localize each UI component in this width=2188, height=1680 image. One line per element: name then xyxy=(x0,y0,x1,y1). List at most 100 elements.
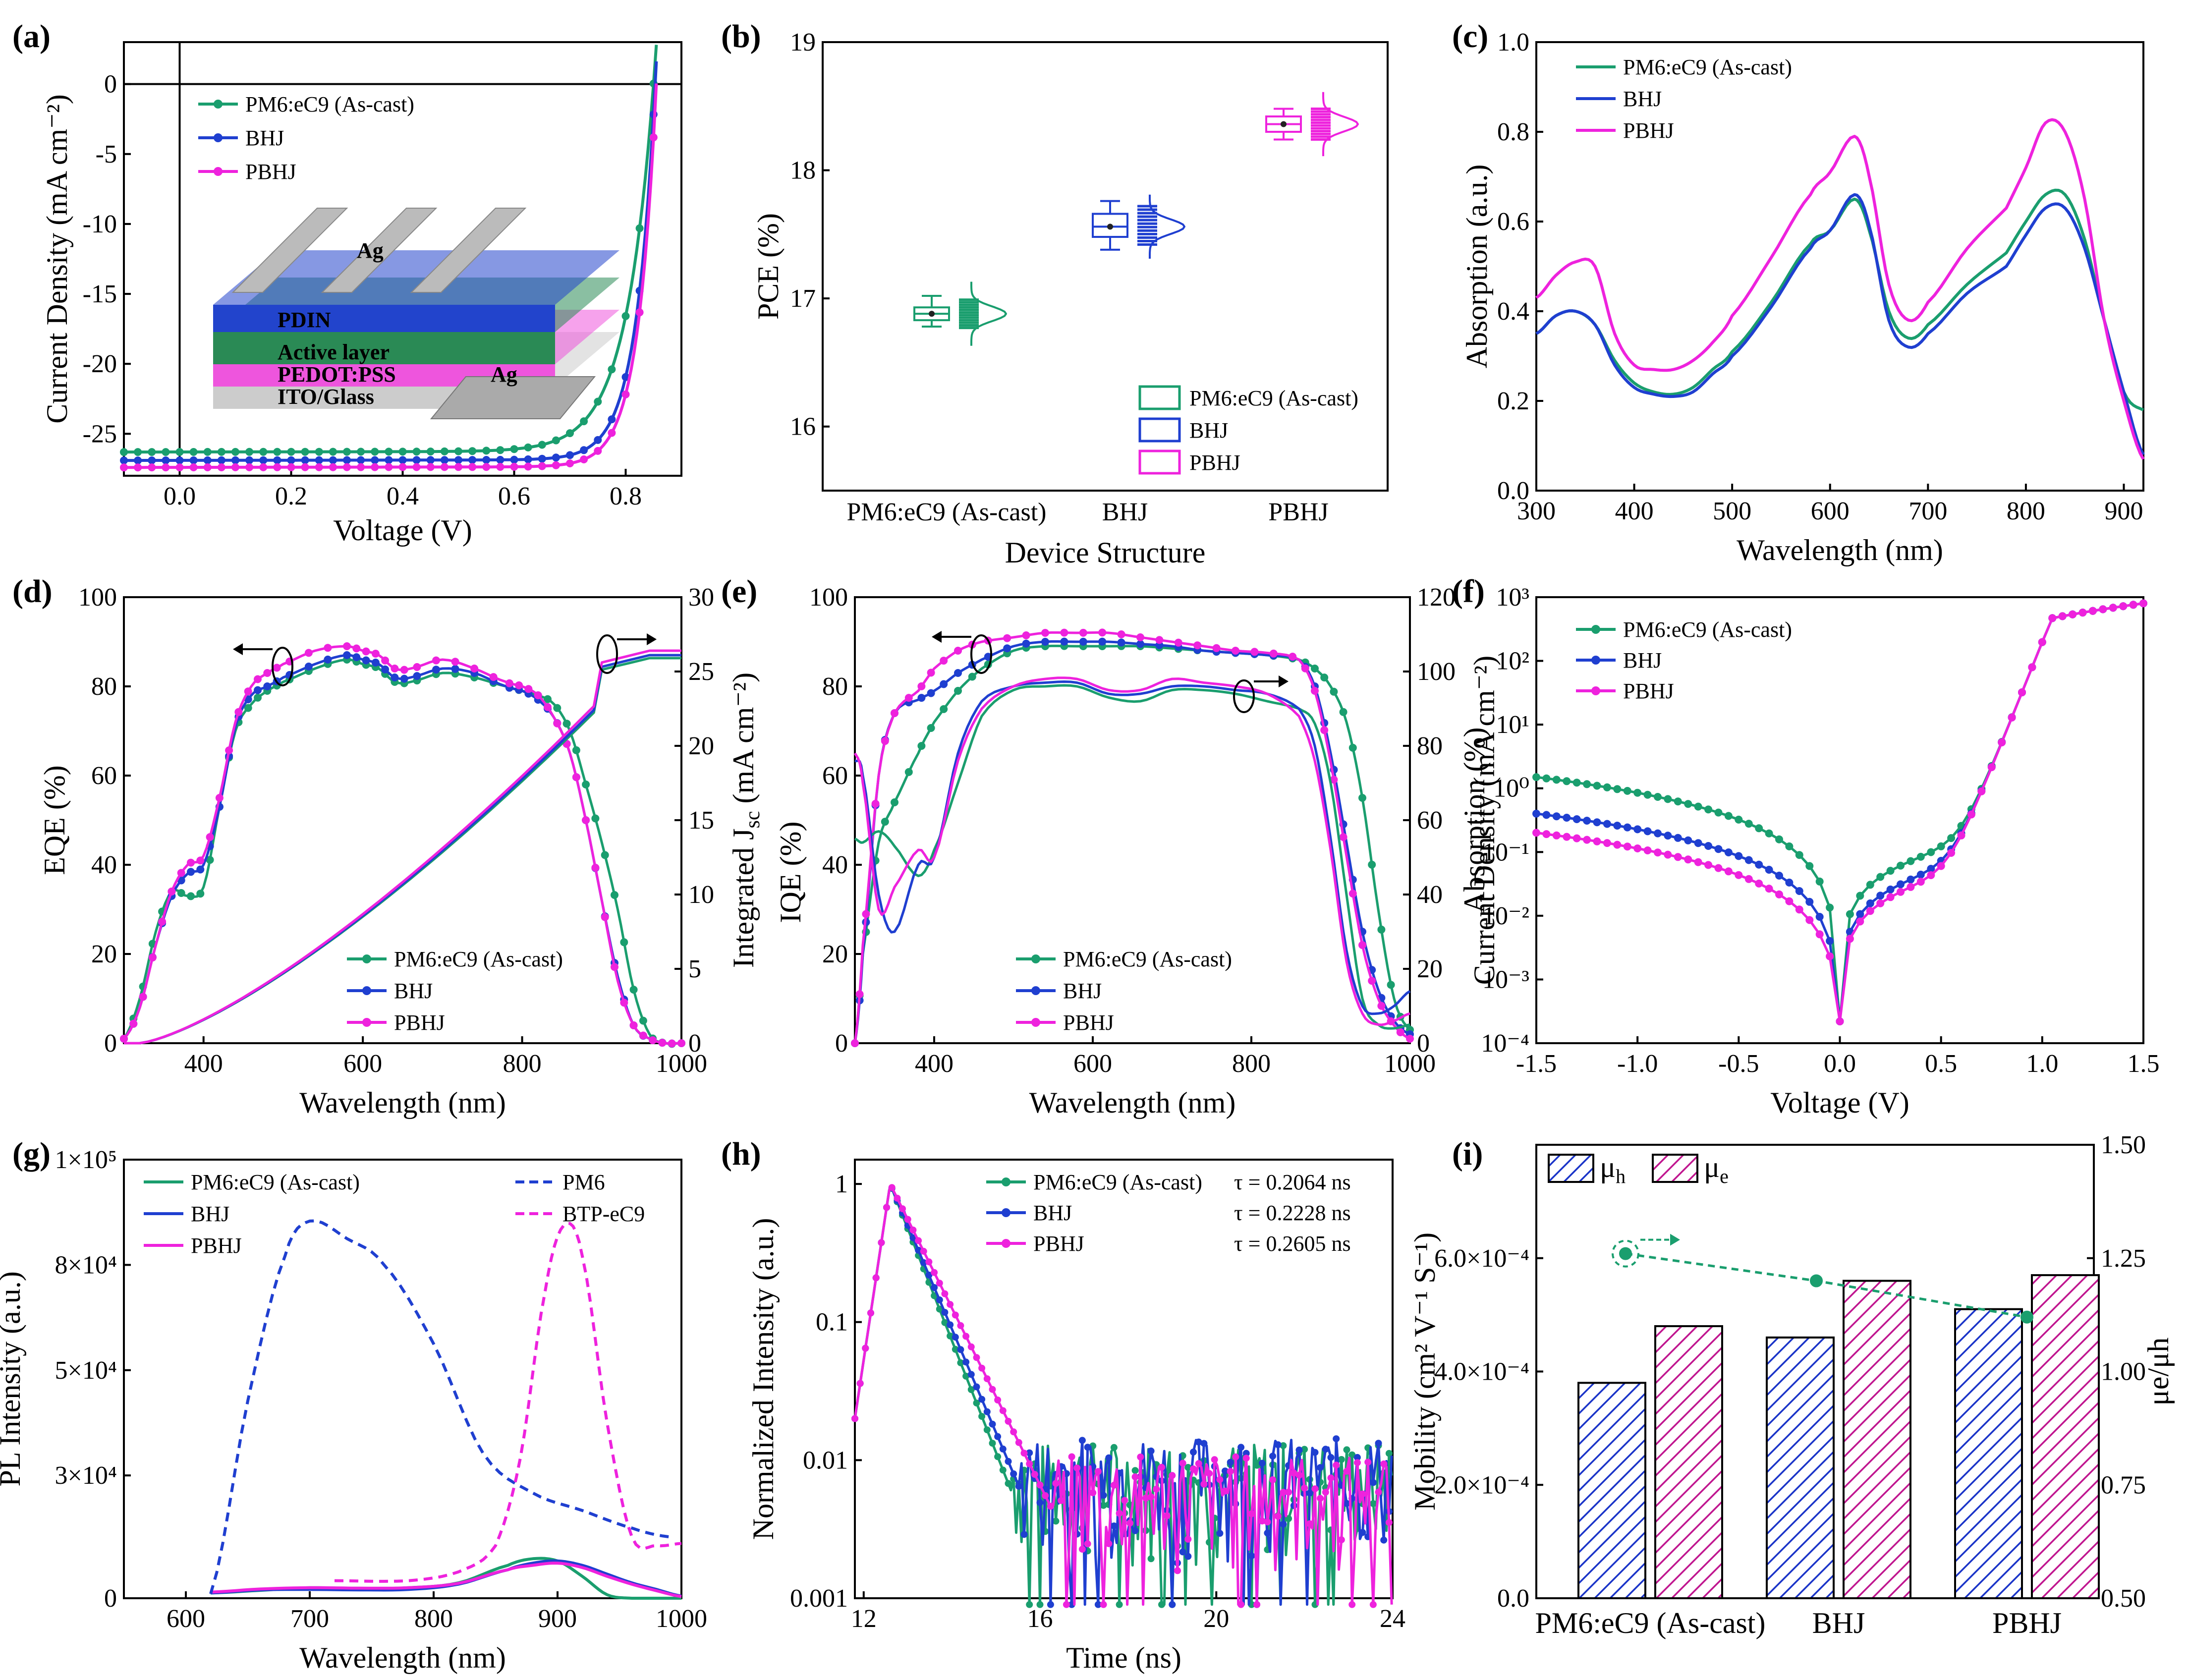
trpl-point xyxy=(1369,1601,1377,1608)
eqe-point xyxy=(400,674,408,683)
jv-point xyxy=(594,436,602,444)
right-arrowhead xyxy=(1279,675,1289,687)
legend-marker xyxy=(1031,1018,1040,1027)
dark-jv-point xyxy=(1714,864,1723,872)
panel-b: (b) 16 17 18 19 PCE (%) Device Structure PM6:eC… xyxy=(721,18,1389,569)
x-tick-label: 600 xyxy=(1073,1050,1112,1078)
y2-tick-label: 40 xyxy=(1417,881,1443,909)
trpl-point xyxy=(1195,1460,1202,1467)
iqe-point xyxy=(881,737,889,745)
trpl-point xyxy=(1274,1512,1282,1520)
y-axis-label: Normalized Intensity (a.u.) xyxy=(747,1218,780,1540)
y-tick-label: 100 xyxy=(78,583,117,612)
jv-point xyxy=(524,443,532,451)
legend-marker xyxy=(362,954,371,963)
ratio-line xyxy=(1625,1252,2027,1319)
trpl-point xyxy=(867,1309,874,1317)
dark-jv-point xyxy=(1927,848,1935,856)
y-axis-label: PCE (%) xyxy=(752,213,785,320)
jv-point xyxy=(398,456,407,464)
iqe-point xyxy=(1358,794,1366,802)
eqe-point xyxy=(187,868,195,876)
dark-jv-point xyxy=(1714,845,1723,853)
dark-jv-point xyxy=(1826,937,1834,945)
legend-sub: e xyxy=(1720,1165,1729,1187)
trpl-point xyxy=(978,1413,986,1420)
axes-frame xyxy=(1535,41,2144,492)
layer-top xyxy=(213,250,619,305)
y-axis-label: EQE (%) xyxy=(38,765,71,875)
trpl-point xyxy=(952,1311,959,1319)
legend-marker xyxy=(1002,1177,1010,1186)
trpl-point xyxy=(1047,1503,1054,1510)
panel-i: (i) 0.0 2.0×10⁻⁴ 4.0×10⁻⁴ 6.0×10⁻⁴ 0.50 0.75 1.… xyxy=(1408,1131,2175,1639)
jv-point xyxy=(538,462,546,470)
layer-front xyxy=(213,332,555,364)
dark-jv-point xyxy=(1866,881,1874,889)
trpl-point xyxy=(888,1184,896,1191)
x-axis-label: Voltage (V) xyxy=(333,514,472,547)
dark-jv-point xyxy=(1866,907,1874,915)
legend-label: PM6:eC9 (As-cast) xyxy=(1623,617,1792,642)
iqe-point xyxy=(1250,648,1259,656)
trpl-point xyxy=(1242,1455,1250,1462)
distribution-curve xyxy=(970,281,1007,346)
dark-jv-point xyxy=(1563,833,1571,841)
jv-point xyxy=(538,454,546,463)
iqe-point xyxy=(1232,647,1239,655)
dark-jv-point xyxy=(1724,848,1733,856)
y2-tick-label: 120 xyxy=(1417,583,1456,612)
trpl-point xyxy=(1184,1535,1192,1543)
trpl-point xyxy=(1295,1446,1303,1454)
trpl-point xyxy=(1311,1449,1319,1456)
trpl-point xyxy=(1269,1453,1277,1460)
trpl-point xyxy=(925,1258,933,1266)
jv-point xyxy=(259,448,268,456)
box-mean xyxy=(1107,224,1113,230)
iqe-point xyxy=(1358,941,1366,949)
trpl-point xyxy=(1317,1464,1324,1471)
iqe-point xyxy=(917,742,926,750)
dark-jv-point xyxy=(1826,952,1834,960)
trpl-point xyxy=(1058,1497,1065,1504)
trpl-point xyxy=(1343,1446,1350,1454)
panel-label: (i) xyxy=(1452,1136,1483,1172)
trpl-point xyxy=(967,1371,975,1378)
dark-jv-point xyxy=(1684,855,1692,864)
eqe-point xyxy=(639,1031,647,1040)
dark-jv-point xyxy=(1633,825,1642,834)
iqe-point xyxy=(851,1039,859,1047)
iqe-point xyxy=(927,669,935,677)
trpl-point xyxy=(851,1415,858,1422)
dark-jv-point xyxy=(1755,860,1763,869)
trpl-point xyxy=(1343,1500,1350,1507)
y2-tick-label: 20 xyxy=(688,732,714,760)
jv-point xyxy=(259,456,268,464)
eqe-point xyxy=(352,644,361,653)
y-tick-label: -5 xyxy=(96,140,117,168)
jv-point xyxy=(371,448,379,456)
eqe-point xyxy=(177,889,185,897)
dark-jv-point xyxy=(1744,875,1753,883)
jv-point xyxy=(217,463,225,471)
legend-label: BHJ xyxy=(1033,1201,1072,1225)
trpl-point xyxy=(973,1383,980,1391)
jv-point xyxy=(315,456,323,464)
eqe-point xyxy=(148,953,157,962)
dark-jv-point xyxy=(1886,885,1895,894)
legend-label: BHJ xyxy=(1063,979,1102,1003)
jv-point xyxy=(357,456,365,464)
legend-box xyxy=(1138,449,1181,475)
dark-jv-point xyxy=(1947,849,1956,857)
legend-label: PM6:eC9 (As-cast) xyxy=(1033,1170,1202,1194)
dark-jv-point xyxy=(1876,899,1885,907)
iqe-point xyxy=(855,990,864,999)
eqe-point xyxy=(505,679,513,687)
dark-jv-point xyxy=(1583,836,1591,844)
jv-point xyxy=(538,441,546,449)
dark-jv-point xyxy=(1795,887,1803,895)
jv-point xyxy=(231,456,239,464)
legend-label: BHJ xyxy=(245,126,284,150)
dark-jv-point xyxy=(1572,779,1581,787)
trpl-point xyxy=(1369,1500,1377,1508)
